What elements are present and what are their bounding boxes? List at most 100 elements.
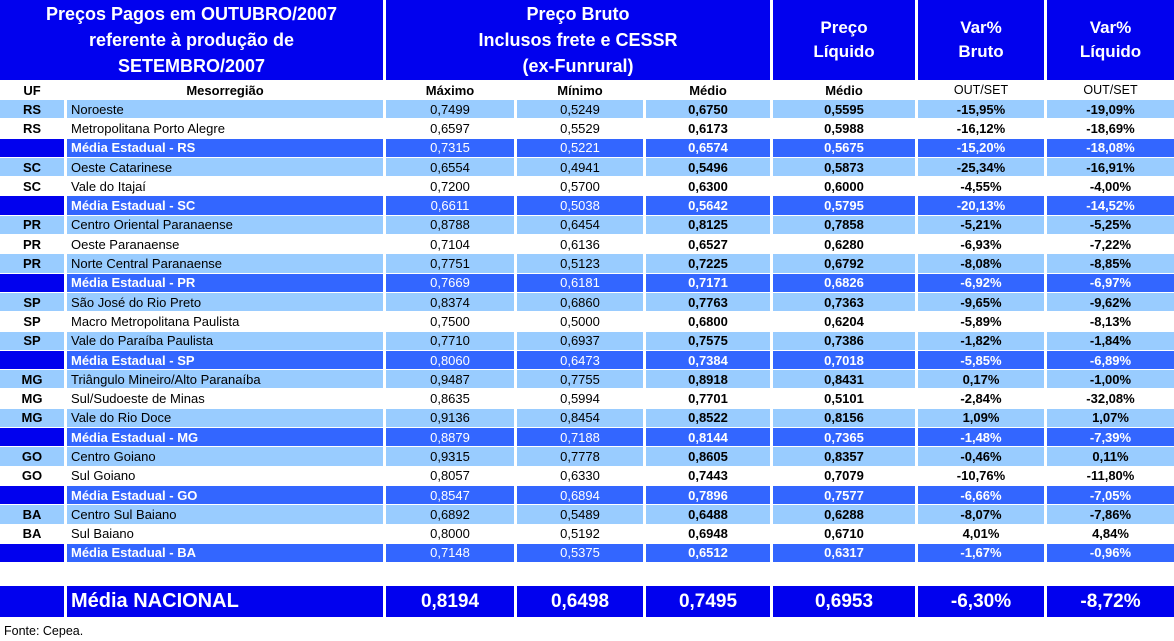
mesorregiao-cell: Média Estadual - SC	[67, 196, 383, 215]
var-liquido-cell: -19,09%	[1047, 100, 1174, 119]
state-average-row: Média Estadual - MG 0,8879 0,7188 0,8144 0,7…	[0, 428, 1174, 447]
table-row: SP Vale do Paraíba Paulista 0,7710 0,6937 0,…	[0, 331, 1174, 350]
var-liquido-cell: -8,13%	[1047, 312, 1174, 331]
medio-bruto-cell: 0,8522	[646, 408, 770, 428]
mesorregiao-cell: Média Estadual - GO	[67, 485, 383, 505]
maximo-cell: 0,7148	[386, 543, 514, 563]
table-row: PR Centro Oriental Paranaense 0,8788 0,6454…	[0, 215, 1174, 235]
var-liquido-cell: -0,96%	[1047, 543, 1174, 563]
uf-cell	[0, 273, 64, 292]
medio-liquido-cell: 0,5795	[773, 196, 915, 215]
medio-liquido-cell: 0,5675	[773, 138, 915, 157]
mesorregiao-cell: Média Estadual - MG	[67, 428, 383, 447]
medio-liquido-cell: 0,7018	[773, 350, 915, 370]
medio-liquido-cell: 0,5595	[773, 100, 915, 119]
mesorregiao-cell: Metropolitana Porto Alegre	[67, 119, 383, 138]
table-row: RS Noroeste 0,7499 0,5249 0,6750 0,5595 -15,95…	[0, 100, 1174, 119]
var-bruto-cell: -5,89%	[918, 312, 1044, 331]
var-bruto-cell: -1,67%	[918, 543, 1044, 563]
uf-cell	[0, 586, 64, 618]
mesorregiao-cell: Vale do Rio Doce	[67, 408, 383, 428]
var-bruto-group-header: Var% Bruto	[918, 0, 1044, 80]
uf-cell: SP	[0, 292, 64, 312]
medio-liquido-cell: 0,6710	[773, 524, 915, 543]
col-header-maximo: Máximo	[386, 80, 514, 100]
minimo-cell: 0,5192	[517, 524, 643, 543]
maximo-cell: 0,9136	[386, 408, 514, 428]
medio-bruto-cell: 0,6750	[646, 100, 770, 119]
state-average-row: Média Estadual - BA 0,7148 0,5375 0,6512 0,6…	[0, 543, 1174, 563]
medio-bruto-cell: 0,5642	[646, 196, 770, 215]
mesorregiao-cell: Sul Baiano	[67, 524, 383, 543]
minimo-cell: 0,5375	[517, 543, 643, 563]
medio-bruto-cell: 0,6800	[646, 312, 770, 331]
var-bruto-cell: -15,95%	[918, 100, 1044, 119]
var-bruto-cell: -5,85%	[918, 350, 1044, 370]
minimo-cell: 0,4941	[517, 157, 643, 177]
var-liquido-cell: -1,00%	[1047, 370, 1174, 389]
var-bruto-cell: -6,66%	[918, 485, 1044, 505]
maximo-cell: 0,7200	[386, 177, 514, 196]
mesorregiao-cell: Oeste Paranaense	[67, 235, 383, 254]
medio-bruto-cell: 0,7896	[646, 485, 770, 505]
medio-liquido-cell: 0,8156	[773, 408, 915, 428]
maximo-cell: 0,7315	[386, 138, 514, 157]
var-liquido-cell: -16,91%	[1047, 157, 1174, 177]
col-header-outset-bruto: OUT/SET	[918, 80, 1044, 100]
maximo-cell: 0,9315	[386, 447, 514, 466]
var-liquido-cell: -7,22%	[1047, 235, 1174, 254]
uf-cell: GO	[0, 447, 64, 466]
medio-bruto-cell: 0,5496	[646, 157, 770, 177]
table-row: SP São José do Rio Preto 0,8374 0,6860 0,776…	[0, 292, 1174, 312]
medio-bruto-cell: 0,6488	[646, 505, 770, 524]
var-liquido-cell: -18,69%	[1047, 119, 1174, 138]
col-header-minimo: Mínimo	[517, 80, 643, 100]
var-bruto-cell: -5,21%	[918, 215, 1044, 235]
maximo-cell: 0,8000	[386, 524, 514, 543]
uf-cell: SC	[0, 157, 64, 177]
medio-liquido-cell: 0,6000	[773, 177, 915, 196]
table-row: SC Oeste Catarinese 0,6554 0,4941 0,5496 0,58…	[0, 157, 1174, 177]
table-row: PR Oeste Paranaense 0,7104 0,6136 0,6527 0,62…	[0, 235, 1174, 254]
medio-liquido-cell: 0,6953	[773, 586, 915, 618]
var-bruto-cell: -9,65%	[918, 292, 1044, 312]
medio-liquido-cell: 0,6204	[773, 312, 915, 331]
uf-cell: GO	[0, 466, 64, 485]
var-liquido-cell: -9,62%	[1047, 292, 1174, 312]
uf-cell: BA	[0, 524, 64, 543]
var-bruto-cell: -2,84%	[918, 389, 1044, 408]
mesorregiao-cell: Média Estadual - BA	[67, 543, 383, 563]
maximo-cell: 0,8879	[386, 428, 514, 447]
mesorregiao-cell: Média Estadual - SP	[67, 350, 383, 370]
medio-bruto-cell: 0,6300	[646, 177, 770, 196]
medio-bruto-cell: 0,6173	[646, 119, 770, 138]
col-header-uf: UF	[0, 80, 64, 100]
uf-cell	[0, 485, 64, 505]
preco-bruto-group-header: Preço Bruto Inclusos frete e CESSR (ex-F…	[386, 0, 770, 80]
medio-liquido-cell: 0,6280	[773, 235, 915, 254]
medio-bruto-cell: 0,8605	[646, 447, 770, 466]
maximo-cell: 0,7499	[386, 100, 514, 119]
var-liquido-cell: 4,84%	[1047, 524, 1174, 543]
mesorregiao-cell: Centro Sul Baiano	[67, 505, 383, 524]
minimo-cell: 0,6937	[517, 331, 643, 350]
var-bruto-cell: -6,30%	[918, 586, 1044, 618]
medio-liquido-cell: 0,6792	[773, 254, 915, 273]
var-liquido-cell: -8,72%	[1047, 586, 1174, 618]
minimo-cell: 0,5249	[517, 100, 643, 119]
var-liquido-cell: -7,05%	[1047, 485, 1174, 505]
maximo-cell: 0,7104	[386, 235, 514, 254]
medio-liquido-cell: 0,7577	[773, 485, 915, 505]
minimo-cell: 0,5038	[517, 196, 643, 215]
var-liquido-cell: 0,11%	[1047, 447, 1174, 466]
mesorregiao-cell: Centro Goiano	[67, 447, 383, 466]
state-average-row: Média Estadual - GO 0,8547 0,6894 0,7896 0,7…	[0, 485, 1174, 505]
minimo-cell: 0,8454	[517, 408, 643, 428]
source-note: Fonte: Cepea.	[4, 624, 84, 639]
minimo-cell: 0,6330	[517, 466, 643, 485]
maximo-cell: 0,8635	[386, 389, 514, 408]
medio-bruto-cell: 0,7495	[646, 586, 770, 618]
uf-cell: SC	[0, 177, 64, 196]
medio-liquido-cell: 0,6288	[773, 505, 915, 524]
uf-cell: SP	[0, 331, 64, 350]
